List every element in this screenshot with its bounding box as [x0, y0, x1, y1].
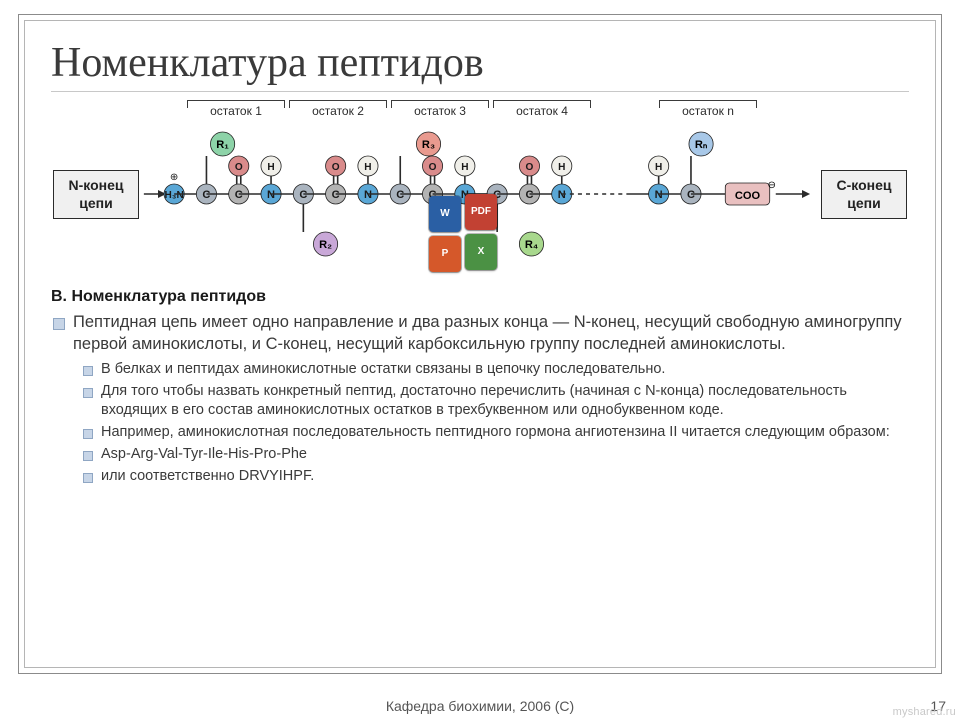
body-text: Пептидная цепь имеет одно направление и …: [51, 312, 909, 486]
svg-text:COO: COO: [735, 190, 761, 202]
svg-text:N: N: [655, 189, 663, 201]
slide-page: Номенклатура пептидов остаток 1остаток 2…: [0, 0, 960, 720]
svg-text:O: O: [526, 162, 534, 173]
title-divider: [51, 91, 909, 92]
file-badge-icon: P: [429, 236, 461, 272]
file-badge-icon: X: [465, 234, 497, 270]
svg-text:R₃: R₃: [422, 139, 435, 151]
svg-text:C: C: [202, 189, 210, 201]
svg-text:N: N: [267, 189, 275, 201]
svg-text:O: O: [332, 162, 340, 173]
slide-title: Номенклатура пептидов: [51, 39, 909, 87]
watermark: myshared.ru: [893, 706, 956, 718]
outer-frame: Номенклатура пептидов остаток 1остаток 2…: [18, 14, 942, 674]
diagram-subheading: В. Номенклатура пептидов: [51, 288, 909, 306]
svg-text:⊖: ⊖: [767, 180, 775, 191]
svg-text:O: O: [429, 162, 437, 173]
svg-text:H: H: [655, 162, 662, 173]
svg-text:C: C: [235, 189, 243, 201]
svg-text:H: H: [461, 162, 468, 173]
bullet-lvl1-item: Пептидная цепь имеет одно направление и …: [51, 312, 909, 486]
bullet-lvl2-item: Например, аминокислотная последовательно…: [73, 423, 909, 442]
svg-text:H: H: [364, 162, 371, 173]
peptide-diagram: остаток 1остаток 2остаток 3остаток 4оста…: [51, 98, 909, 286]
bullet-lvl2-item: Для того чтобы назвать конкретный пептид…: [73, 382, 909, 420]
svg-text:N: N: [558, 189, 566, 201]
svg-text:H: H: [267, 162, 274, 173]
bullet-list-lvl2: В белках и пептидах аминокислотные остат…: [73, 360, 909, 487]
svg-text:O: O: [235, 162, 243, 173]
svg-text:C: C: [396, 189, 404, 201]
svg-text:H₃N: H₃N: [165, 190, 184, 201]
svg-text:Rₙ: Rₙ: [695, 139, 708, 151]
svg-text:C: C: [299, 189, 307, 201]
svg-text:C: C: [525, 189, 533, 201]
svg-text:R₂: R₂: [319, 239, 332, 251]
svg-text:C: C: [332, 189, 340, 201]
svg-text:R₁: R₁: [216, 139, 229, 151]
bullet-lvl2-item: или соответственно DRVYIHPF.: [73, 467, 909, 486]
svg-text:⊕: ⊕: [170, 172, 178, 183]
inner-frame: Номенклатура пептидов остаток 1остаток 2…: [24, 20, 936, 668]
bullet-list-lvl1: Пептидная цепь имеет одно направление и …: [51, 312, 909, 486]
footer-text: Кафедра биохимии, 2006 (С): [0, 698, 960, 714]
svg-text:H: H: [558, 162, 565, 173]
bullet-lvl1-text: Пептидная цепь имеет одно направление и …: [73, 313, 902, 353]
svg-text:R₄: R₄: [525, 239, 538, 251]
bullet-lvl2-item: В белках и пептидах аминокислотные остат…: [73, 360, 909, 379]
file-badge-icon: W: [429, 196, 461, 232]
bullet-lvl2-item: Asp-Arg-Val-Tyr-Ile-His-Pro-Phe: [73, 445, 909, 464]
file-badge-icon: PDF: [465, 194, 497, 230]
svg-text:C: C: [687, 189, 695, 201]
svg-text:N: N: [364, 189, 372, 201]
